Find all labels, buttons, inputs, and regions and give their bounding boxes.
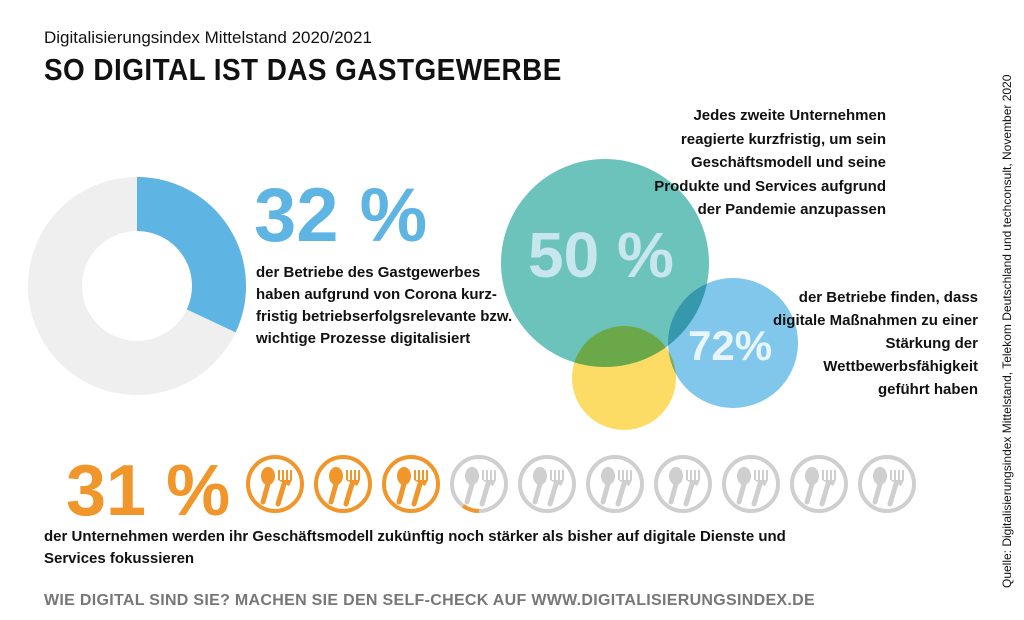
- spoon-fork-plate-icon: [586, 455, 644, 513]
- page-title: SO DIGITAL IST DAS GASTGEWERBE: [44, 52, 562, 87]
- stat-72-text: der Betriebe finden, dass digitale Maßna…: [772, 289, 978, 398]
- spoon-fork-plate-icon: [790, 455, 848, 513]
- spoon-fork-plate-icon: [654, 455, 712, 513]
- circle-50: [501, 159, 709, 367]
- spoon-fork-plate-icon: [314, 455, 372, 513]
- stat-72-value: 72%: [688, 322, 773, 369]
- stat-50-value: 50 %: [528, 219, 674, 291]
- stat-32-text: der Betriebe des Gastgewerbes haben aufg…: [256, 264, 513, 347]
- circle-72: [668, 278, 798, 408]
- spoon-fork-plate-icon: [450, 455, 508, 513]
- donut-value-arc: [135, 177, 246, 333]
- spoon-fork-plate-icon: [246, 455, 304, 513]
- stat-50-text: Jedes zweite Unternehmen reagierte kurzf…: [654, 107, 886, 218]
- stat-32-value: 32 %: [254, 173, 428, 258]
- circle-yellow: [572, 326, 676, 430]
- spoon-fork-plate-icon: [858, 455, 916, 513]
- subtitle: Digitalisierungsindex Mittelstand 2020/2…: [44, 28, 372, 47]
- spoon-fork-plate-icon: [382, 455, 440, 513]
- self-check-link[interactable]: WIE DIGITAL SIND SIE? MACHEN SIE DEN SEL…: [44, 592, 815, 609]
- stat-31-text: der Unternehmen werden ihr Geschäftsmode…: [44, 528, 786, 567]
- spoon-fork-plate-icon: [518, 455, 576, 513]
- spoon-fork-plate-icon: [722, 455, 780, 513]
- stat-31-value: 31 %: [66, 451, 231, 531]
- source-note: Quelle: Digitalisierungsindex Mittelstan…: [1000, 74, 1014, 588]
- partial-fill-arc: [450, 455, 480, 513]
